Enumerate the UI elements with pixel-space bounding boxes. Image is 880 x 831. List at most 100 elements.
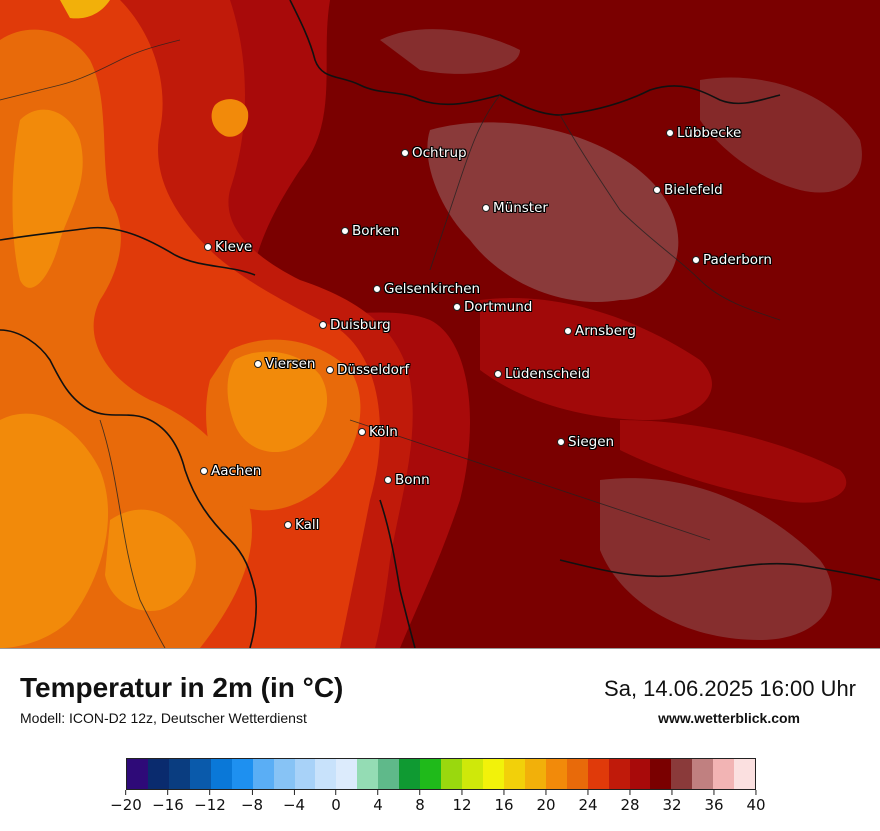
city-marker-icon <box>373 285 381 293</box>
colorbar-tick-label: −20 <box>110 790 142 814</box>
city-bielefeld: Bielefeld <box>653 182 723 198</box>
colorbar-segment <box>127 759 148 789</box>
map-subtitle: Modell: ICON-D2 12z, Deutscher Wetterdie… <box>20 710 307 726</box>
city-koeln: Köln <box>358 424 398 440</box>
city-label: Duisburg <box>330 317 391 333</box>
city-marker-icon <box>341 227 349 235</box>
colorbar-ticks: −20 −16 −12 −8 −4 0 4 8 12 16 20 24 28 32 36 40 <box>110 790 765 820</box>
city-label: Siegen <box>568 434 615 450</box>
city-marker-icon <box>358 428 366 436</box>
colorbar-tick-label: 0 <box>331 790 341 814</box>
city-label: Aachen <box>211 463 262 479</box>
city-muenster: Münster <box>482 200 548 216</box>
colorbar-segment <box>294 759 316 789</box>
city-label: Bonn <box>395 472 430 488</box>
city-duesseldorf: Düsseldorf <box>326 362 409 378</box>
colorbar-tick-label: 40 <box>746 790 765 814</box>
colorbar-segment <box>566 759 588 789</box>
colorbar-segment <box>692 759 714 789</box>
colorbar-segment <box>482 759 504 789</box>
map-footer <box>0 648 880 831</box>
colorbar-segment <box>587 759 609 789</box>
colorbar-segment <box>650 759 672 789</box>
website-label: www.wetterblick.com <box>658 710 800 726</box>
city-label: Köln <box>369 424 398 440</box>
city-marker-icon <box>692 256 700 264</box>
city-marker-icon <box>482 204 490 212</box>
colorbar-tick-label: −16 <box>152 790 184 814</box>
city-bonn: Bonn <box>384 472 430 488</box>
colorbar-segment <box>231 759 253 789</box>
colorbar-segment <box>357 759 379 789</box>
city-luebbecke: Lübbecke <box>666 125 741 141</box>
city-marker-icon <box>557 438 565 446</box>
colorbar-tick-label: −4 <box>283 790 305 814</box>
colorbar-segment <box>273 759 295 789</box>
temperature-field <box>0 0 880 648</box>
city-marker-icon <box>254 360 262 368</box>
city-kleve: Kleve <box>204 239 252 255</box>
city-marker-icon <box>384 476 392 484</box>
colorbar-segment <box>210 759 232 789</box>
city-label: Arnsberg <box>575 323 636 339</box>
city-label: Bielefeld <box>664 182 723 198</box>
city-borken: Borken <box>341 223 399 239</box>
city-label: Kall <box>295 517 320 533</box>
forecast-datetime: Sa, 14.06.2025 16:00 Uhr <box>604 676 856 701</box>
colorbar-tick-label: 28 <box>620 790 639 814</box>
city-label: Borken <box>352 223 400 239</box>
city-viersen: Viersen <box>254 356 315 372</box>
city-label: Dortmund <box>464 299 533 315</box>
city-luedenscheid: Lüdenscheid <box>494 366 590 382</box>
colorbar-tick-label: 4 <box>373 790 383 814</box>
colorbar-segment <box>462 759 483 789</box>
colorbar-segment <box>734 759 756 789</box>
city-label: Lüdenscheid <box>505 366 590 382</box>
colorbar-segment <box>629 759 651 789</box>
city-dortmund: Dortmund <box>453 299 532 315</box>
colorbar-tick-label: 36 <box>704 790 723 814</box>
colorbar-segment <box>608 759 630 789</box>
city-marker-icon <box>653 186 661 194</box>
colorbar-segment <box>503 759 525 789</box>
colorbar-segment <box>189 759 211 789</box>
colorbar-segment <box>671 759 693 789</box>
city-paderborn: Paderborn <box>692 252 772 268</box>
city-marker-icon <box>453 303 461 311</box>
colorbar-tick-label: 32 <box>662 790 681 814</box>
city-kall: Kall <box>284 517 319 533</box>
colorbar-tick-label: 24 <box>578 790 597 814</box>
city-label: Düsseldorf <box>337 362 410 378</box>
colorbar-segment <box>315 759 337 789</box>
temperature-colorbar <box>126 758 756 790</box>
city-marker-icon <box>326 366 334 374</box>
colorbar-segment <box>336 759 358 789</box>
city-siegen: Siegen <box>557 434 614 450</box>
colorbar-tick-label: 16 <box>494 790 513 814</box>
city-arnsberg: Arnsberg <box>564 323 636 339</box>
city-aachen: Aachen <box>200 463 261 479</box>
colorbar-tick-label: −12 <box>194 790 226 814</box>
colorbar-segment <box>252 759 274 789</box>
temperature-map: Lübbecke Ochtrup Bielefeld Münster Borke… <box>0 0 880 648</box>
city-label: Lübbecke <box>677 125 742 141</box>
city-label: Münster <box>493 200 548 216</box>
city-marker-icon <box>204 243 212 251</box>
city-marker-icon <box>666 129 674 137</box>
colorbar-segment <box>378 759 400 789</box>
city-ochtrup: Ochtrup <box>401 145 467 161</box>
city-marker-icon <box>564 327 572 335</box>
colorbar-segment <box>545 759 567 789</box>
colorbar-segment <box>168 759 190 789</box>
city-marker-icon <box>494 370 502 378</box>
city-label: Kleve <box>215 239 253 255</box>
city-label: Viersen <box>265 356 316 372</box>
colorbar-segment <box>399 759 421 789</box>
colorbar-tick-label: 12 <box>452 790 471 814</box>
colorbar-segment <box>420 759 442 789</box>
colorbar-tick-label: −8 <box>241 790 263 814</box>
colorbar-tick-label: 20 <box>536 790 555 814</box>
city-label: Ochtrup <box>412 145 467 161</box>
city-duisburg: Duisburg <box>319 317 391 333</box>
city-marker-icon <box>401 149 409 157</box>
